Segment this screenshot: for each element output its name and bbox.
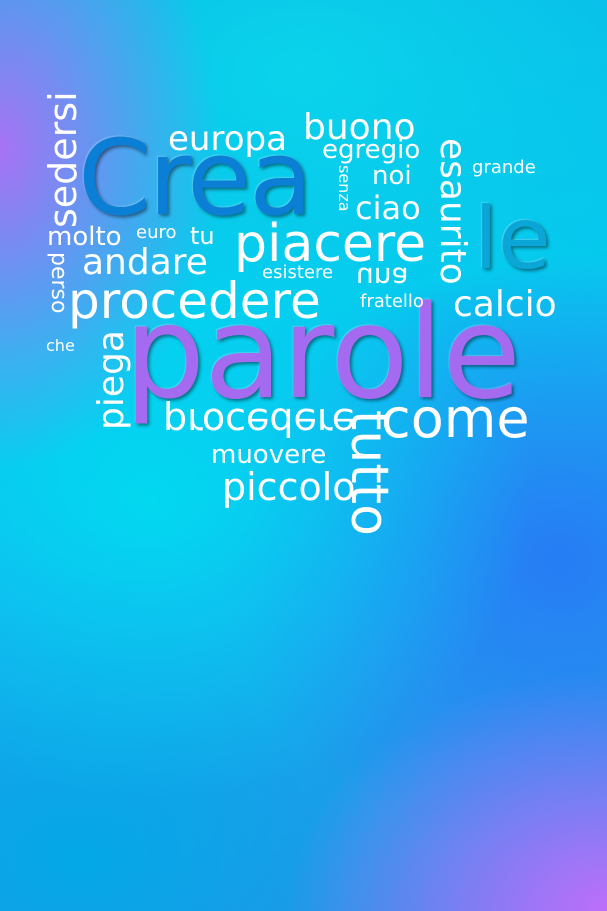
word-grande: grande: [472, 157, 536, 178]
word-fratello: fratello: [360, 291, 424, 312]
word-le: le: [474, 189, 551, 289]
word-senza: senza: [335, 165, 354, 212]
word-che: che: [46, 336, 75, 355]
word-muovere: muovere: [211, 440, 327, 470]
word-esaurito: esaurito: [432, 138, 473, 285]
word-procedere-flipped: procedere: [163, 400, 356, 444]
word-come: come: [381, 387, 530, 450]
word-calcio: calcio: [453, 284, 557, 325]
word-perso: perso: [46, 252, 71, 314]
word-buono: buono: [303, 107, 416, 148]
word-andare: andare: [82, 242, 208, 283]
word-parole: parole: [124, 279, 521, 428]
word-una: una: [356, 261, 409, 294]
word-tutto: tutto: [339, 410, 399, 536]
word-piacere: piacere: [234, 214, 427, 274]
word-euro: euro: [136, 222, 177, 243]
word-piega: piega: [91, 330, 132, 430]
word-europa: europa: [168, 119, 287, 159]
word-egregio: egregio: [322, 135, 421, 165]
word-piccolo: piccolo: [222, 465, 356, 509]
word-noi: noi: [372, 161, 412, 191]
word-tu: tu: [190, 222, 215, 250]
word-ciao: ciao: [355, 189, 421, 227]
word-sedersi: sedersi: [41, 91, 85, 228]
word-crea: Crea: [78, 117, 313, 239]
word-molto: molto: [47, 222, 122, 252]
word-esistere: esistere: [262, 262, 334, 283]
word-procedere: procedere: [68, 272, 321, 330]
